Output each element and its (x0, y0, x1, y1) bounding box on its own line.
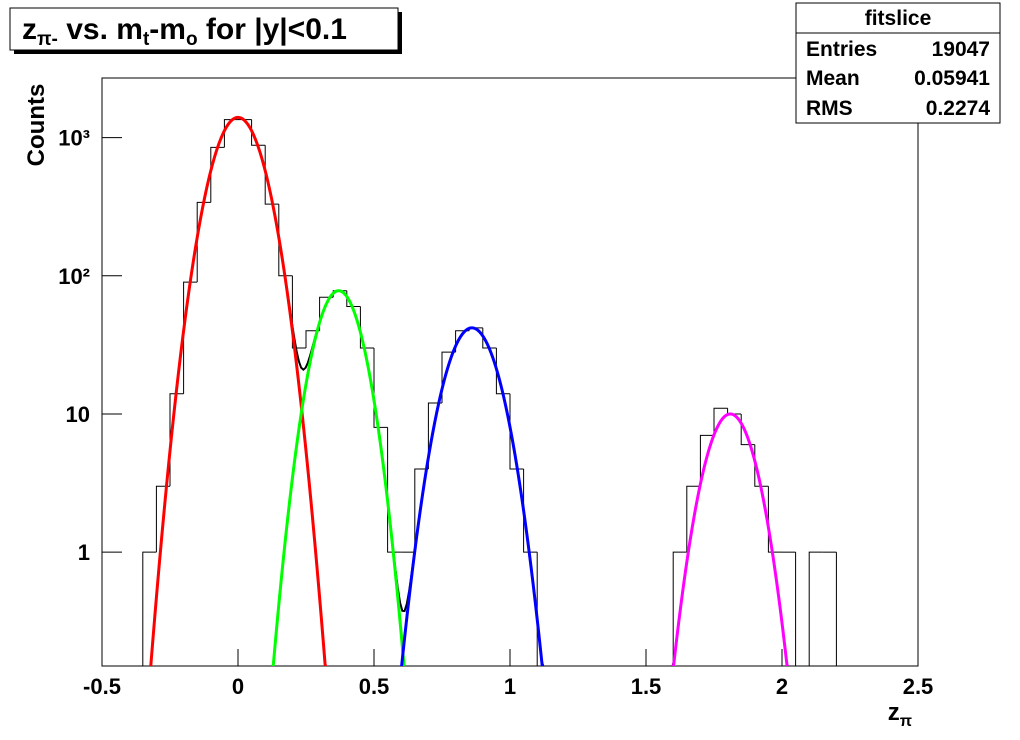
fit-curve (271, 289, 406, 666)
histogram-bin (795, 552, 797, 666)
x-tick-label: 0 (232, 674, 244, 699)
histogram-bin (359, 306, 374, 349)
chart-title: zπ- vs. mt-mo for |y|<0.1 (22, 13, 347, 50)
fit-curve (671, 412, 789, 666)
title-part: for |y|<0.1 (198, 13, 347, 46)
stats-label: Entries (806, 38, 877, 61)
x-label-part: z (888, 699, 900, 726)
x-tick-label: 2.5 (903, 674, 934, 699)
histogram-bin (183, 281, 198, 394)
histogram-bin (210, 146, 225, 203)
title-sub: o (186, 29, 198, 50)
stats-title: fitslice (865, 7, 932, 30)
x-tick-label: 1 (504, 674, 516, 699)
histogram-bin (291, 275, 306, 349)
histogram-bin (305, 330, 320, 349)
histogram-bin (495, 348, 510, 395)
title-part: -m (149, 13, 186, 46)
title-part: vs. m (58, 13, 143, 46)
y-axis-label: Counts (23, 84, 50, 167)
plot-frame (101, 77, 919, 667)
title-box (9, 7, 399, 51)
x-tick-label: 0.5 (359, 674, 390, 699)
histogram-bin (713, 407, 728, 436)
histogram-bin (196, 201, 211, 283)
stats-value: 19047 (932, 38, 990, 61)
histogram-bin (699, 434, 714, 487)
x-label-sub: π (900, 713, 912, 730)
histogram-bin (536, 552, 538, 666)
stats-label: RMS (806, 97, 853, 120)
histogram-bin (523, 468, 538, 553)
x-tick-label: 1.5 (631, 674, 662, 699)
fit-curve (149, 115, 327, 666)
histogram-bin (373, 348, 388, 428)
title-sub: π- (37, 29, 58, 50)
histogram-bin (278, 204, 293, 277)
histogram-bin (509, 393, 524, 470)
histogram-bin (142, 551, 157, 666)
y-tick-label: 1 (78, 540, 90, 565)
histogram-bin (767, 486, 782, 553)
axes: -0.5 0 0.5 1 1.5 2 2.5 1 10 10² 10³ (58, 126, 933, 699)
title-part: z (22, 13, 37, 46)
histogram-bin (387, 427, 402, 553)
y-tick-label: 10² (58, 264, 90, 289)
y-tick-label: 10³ (58, 126, 90, 151)
histogram-bin (686, 485, 701, 553)
histogram-bin (414, 468, 429, 553)
stats-value: 0.05941 (914, 67, 990, 90)
stats-label: Mean (806, 67, 860, 90)
x-tick-label: -0.5 (83, 674, 121, 699)
y-tick-label: 10 (66, 402, 90, 427)
histogram-bin (672, 551, 687, 666)
x-tick-label: 2 (776, 674, 788, 699)
stats-value: 0.2274 (926, 97, 991, 120)
plot-area (142, 115, 837, 666)
title-sub: t (143, 29, 150, 50)
stats-box (795, 2, 1001, 124)
x-axis-label: zπ (888, 699, 912, 730)
histogram-bin (808, 551, 823, 666)
histogram-bin (835, 552, 837, 666)
fit-curve (400, 326, 544, 666)
